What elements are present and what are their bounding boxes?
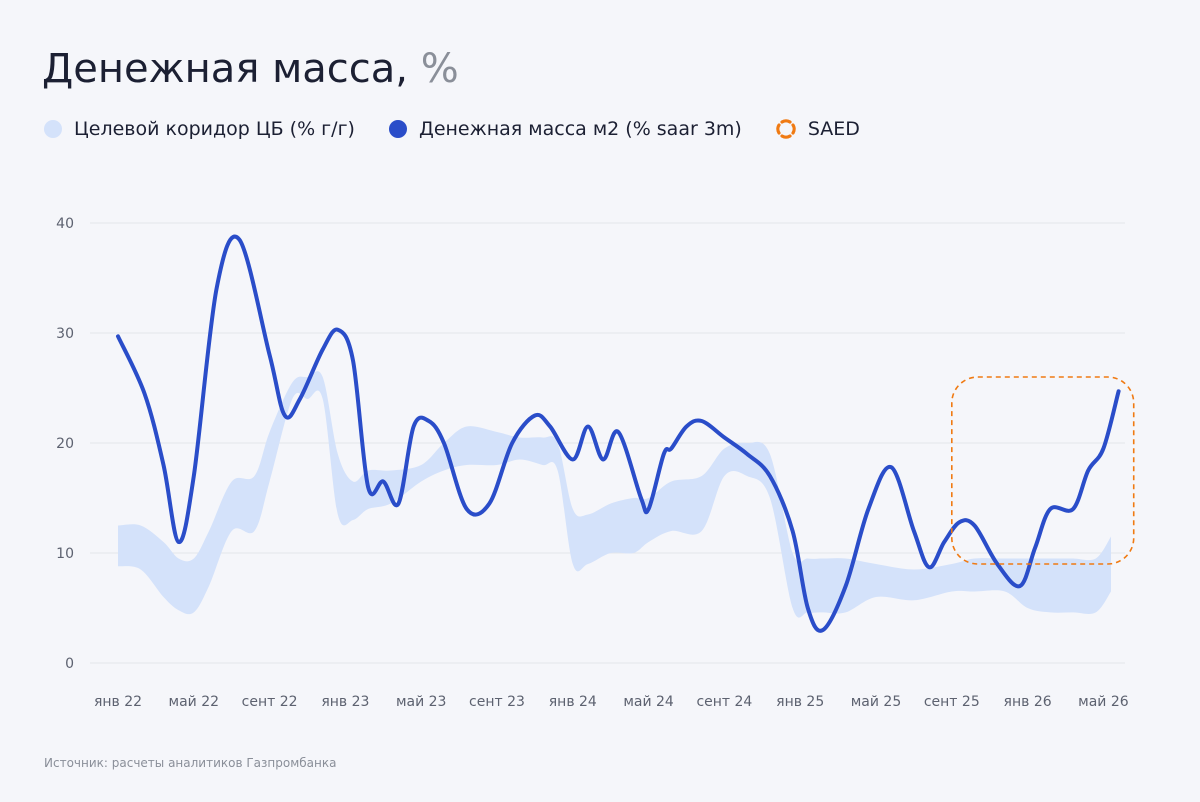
legend-item-saed: SAED [776,118,860,140]
x-tick-label: янв 26 [1004,694,1052,710]
grid-layer [90,222,1125,664]
legend-band-label: Целевой коридор ЦБ (% г/г) [74,118,355,140]
y-tick-label: 20 [56,436,74,452]
x-tick-label: май 22 [169,694,220,710]
legend-item-line: Денежная масса м2 (% saar 3m) [388,118,742,140]
legend-saed-label: SAED [807,118,860,140]
x-tick-label: янв 25 [776,694,824,710]
money-supply-line [116,234,1121,633]
chart-title: Денежная масса, % [42,46,459,92]
y-tick-label: 10 [56,546,74,562]
x-tick-label: май 25 [851,694,902,710]
source-note: Источник: расчеты аналитиков Газпромбанк… [44,756,337,770]
y-tick-label: 0 [65,656,74,672]
x-tick-label: сент 22 [242,694,298,710]
x-tick-label: янв 24 [549,694,597,710]
annotation-layer [950,376,1135,565]
saed-highlight-box [950,376,1135,565]
x-tick-label: янв 22 [94,694,142,710]
x-tick-label: май 26 [1078,694,1129,710]
x-tick-label: сент 23 [469,694,525,710]
title-unit: % [420,46,459,92]
y-tick-label: 40 [56,216,74,232]
line-swatch-icon [388,120,407,138]
saed-swatch-icon [776,119,796,139]
band-layer [118,371,1111,618]
x-axis-ticks: янв 22 май 22 сент 22 янв 23 май 23 сент 23 ян… [94,694,1129,710]
title-text: Денежная масса, [42,46,408,92]
y-axis-ticks: 0 10 20 30 40 [56,216,74,672]
target-corridor-band [118,371,1111,618]
legend-line-label: Денежная масса м2 (% saar 3m) [418,118,742,140]
band-swatch-icon [44,120,62,138]
line-layer [116,234,1121,633]
x-tick-label: янв 23 [321,694,369,710]
x-tick-label: сент 24 [696,694,752,710]
legend-item-band: Целевой коридор ЦБ (% г/г) [44,118,355,140]
x-tick-label: сент 25 [924,694,980,710]
x-tick-label: май 24 [623,694,674,710]
x-tick-label: май 23 [396,694,447,710]
legend: Целевой коридор ЦБ (% г/г) Денежная масс… [44,118,894,140]
y-tick-label: 30 [56,326,74,342]
